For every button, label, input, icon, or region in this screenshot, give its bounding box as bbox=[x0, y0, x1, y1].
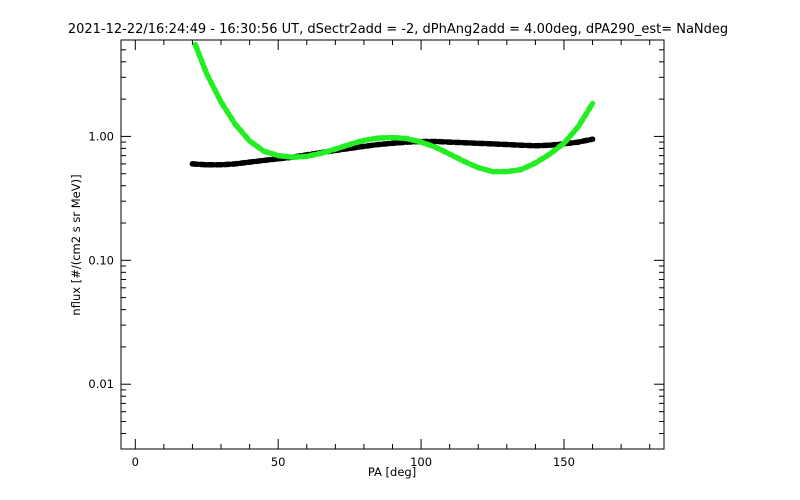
series-1-point bbox=[404, 136, 410, 142]
series-0-point bbox=[389, 140, 396, 146]
series-0-point bbox=[189, 161, 195, 167]
chart-title: 2021-12-22/16:24:49 - 16:30:56 UT, dSect… bbox=[68, 22, 728, 37]
series-1-point bbox=[275, 153, 281, 159]
y-tick-label: 0.01 bbox=[88, 377, 114, 391]
x-tick-label: 100 bbox=[410, 455, 432, 469]
series-0-point bbox=[375, 141, 381, 148]
series-0-point bbox=[361, 143, 367, 149]
x-tick-label: 50 bbox=[271, 455, 286, 469]
series-1-point bbox=[247, 138, 253, 144]
y-tick-label: 1.00 bbox=[88, 129, 114, 143]
series-1-point bbox=[318, 150, 324, 156]
y-tick-label: 0.10 bbox=[88, 253, 114, 267]
series-0-point bbox=[532, 143, 539, 149]
series-0-point bbox=[447, 139, 453, 145]
series-0-point bbox=[475, 140, 481, 146]
series-0-point bbox=[261, 157, 267, 163]
series-1-point bbox=[389, 134, 396, 141]
series-1-point bbox=[261, 148, 267, 154]
minor-ticks bbox=[121, 39, 664, 450]
series-1-point bbox=[192, 42, 198, 48]
x-axis-label: PA [deg] bbox=[368, 465, 416, 479]
series-1-point bbox=[518, 167, 524, 173]
series-0-point bbox=[218, 162, 224, 168]
series-1-point bbox=[347, 141, 353, 148]
x-tick-label: 150 bbox=[553, 455, 575, 469]
series-1-point bbox=[575, 124, 581, 130]
series-1-point bbox=[489, 169, 496, 175]
y-axis: 0.01 0.10 1.00 bbox=[88, 129, 664, 391]
series-0-point bbox=[504, 141, 510, 148]
series-1-point bbox=[447, 151, 453, 157]
series-1-point bbox=[432, 144, 438, 150]
series-1-point bbox=[475, 165, 481, 171]
series-1-point bbox=[461, 158, 467, 164]
series-0-point bbox=[461, 140, 467, 146]
series-1-line bbox=[192, 41, 596, 175]
series-layer bbox=[189, 41, 596, 175]
series-1-point bbox=[418, 139, 424, 145]
plot-frame bbox=[120, 39, 665, 450]
series-0-point bbox=[547, 142, 553, 148]
series-0-point bbox=[247, 159, 253, 165]
series-1-point bbox=[204, 71, 210, 77]
series-1-point bbox=[561, 140, 567, 146]
y-axis-label: nflux [#/(cm2 s sr MeV)] bbox=[69, 174, 83, 315]
series-1-point bbox=[504, 169, 510, 175]
series-1-point bbox=[532, 160, 539, 166]
series-1-point bbox=[590, 100, 596, 106]
series-0-point bbox=[590, 136, 596, 142]
x-tick-label: 0 bbox=[132, 455, 139, 469]
series-0-point bbox=[518, 142, 524, 148]
series-1-point bbox=[304, 153, 310, 159]
series-1-point bbox=[232, 121, 238, 127]
series-0-point bbox=[575, 139, 581, 145]
series-0-point bbox=[432, 138, 438, 145]
series-0-point bbox=[232, 161, 238, 167]
series-1-point bbox=[289, 154, 296, 160]
series-1-point bbox=[218, 99, 224, 105]
series-1-point bbox=[332, 146, 338, 152]
series-1-point bbox=[361, 137, 367, 143]
series-1-point bbox=[547, 151, 553, 157]
x-axis: 0 50 100 150 bbox=[132, 40, 575, 469]
series-0-point bbox=[489, 141, 496, 147]
series-1-point bbox=[375, 135, 381, 141]
series-0-point bbox=[204, 162, 210, 168]
